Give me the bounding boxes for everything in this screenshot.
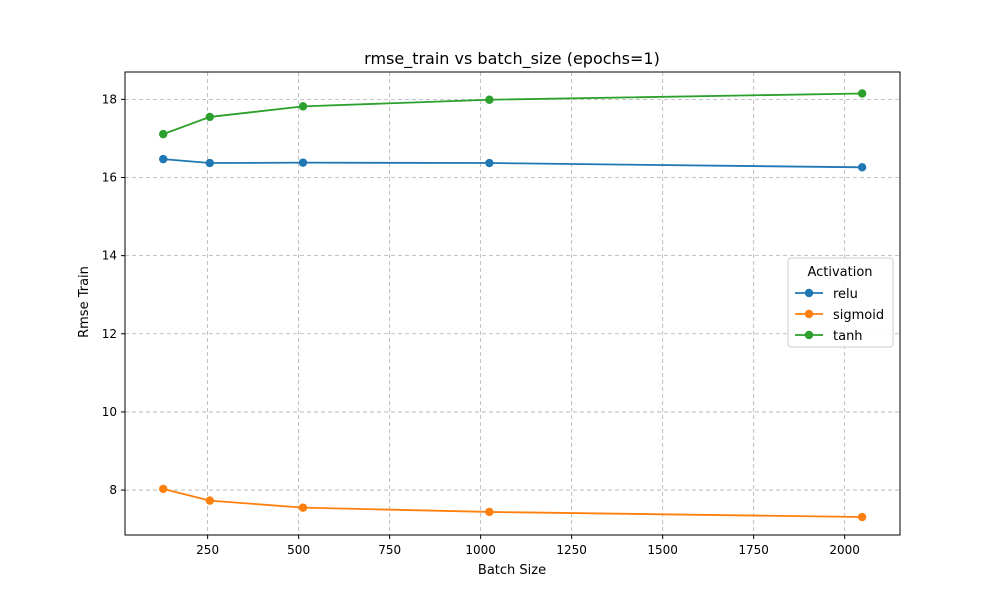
x-tick-label: 1500 xyxy=(647,543,678,557)
data-point-tanh xyxy=(857,89,867,98)
plot-area xyxy=(124,71,901,536)
legend-box xyxy=(787,257,894,348)
data-point-tanh xyxy=(159,129,168,139)
x-tick-label: 500 xyxy=(287,543,310,557)
legend-label-tanh: tanh xyxy=(833,329,863,344)
data-point-relu xyxy=(298,158,308,167)
y-tick-label: 18 xyxy=(102,92,117,106)
data-point-sigmoid xyxy=(298,503,308,512)
x-axis-label: Batch Size xyxy=(478,563,546,578)
data-point-relu xyxy=(857,163,867,172)
y-axis-label: Rmse Train xyxy=(77,266,92,338)
legend-label-relu: relu xyxy=(833,287,858,302)
x-tick-label: 750 xyxy=(378,543,401,557)
legend: Activation relu sigmoid tanh xyxy=(787,257,894,348)
data-point-relu xyxy=(485,158,494,168)
chart-title: rmse_train vs batch_size (epochs=1) xyxy=(364,49,660,69)
y-tick-label: 14 xyxy=(102,249,117,263)
axis-ticks: 250 500 750 1000 1250 1500 1750 2000 8 10 12 14 16 18 xyxy=(102,92,860,557)
legend-label-sigmoid: sigmoid xyxy=(833,308,884,323)
data-point-sigmoid xyxy=(205,496,215,505)
y-tick-label: 8 xyxy=(109,483,117,497)
x-tick-label: 250 xyxy=(196,543,219,557)
x-tick-label: 1750 xyxy=(738,543,769,557)
legend-marker-sigmoid xyxy=(804,309,814,319)
legend-title: Activation xyxy=(807,265,872,280)
data-point-tanh xyxy=(485,95,494,104)
x-tick-label: 1000 xyxy=(465,543,496,557)
y-tick-label: 10 xyxy=(102,405,117,419)
series-line-sigmoid xyxy=(163,488,863,518)
data-point-relu xyxy=(205,158,215,168)
series-line-relu xyxy=(163,158,863,169)
series-group xyxy=(159,89,867,522)
data-point-relu xyxy=(159,154,168,164)
data-point-sigmoid xyxy=(857,512,867,522)
grid xyxy=(125,72,900,535)
x-tick-label: 1250 xyxy=(556,543,587,557)
legend-marker-relu xyxy=(804,288,814,298)
data-point-tanh xyxy=(298,102,308,111)
data-point-sigmoid xyxy=(485,507,494,517)
y-tick-label: 12 xyxy=(102,327,117,341)
legend-marker-tanh xyxy=(804,330,814,340)
data-point-tanh xyxy=(205,112,215,122)
data-point-sigmoid xyxy=(159,484,168,494)
x-tick-label: 2000 xyxy=(829,543,860,557)
y-tick-label: 16 xyxy=(102,170,117,184)
